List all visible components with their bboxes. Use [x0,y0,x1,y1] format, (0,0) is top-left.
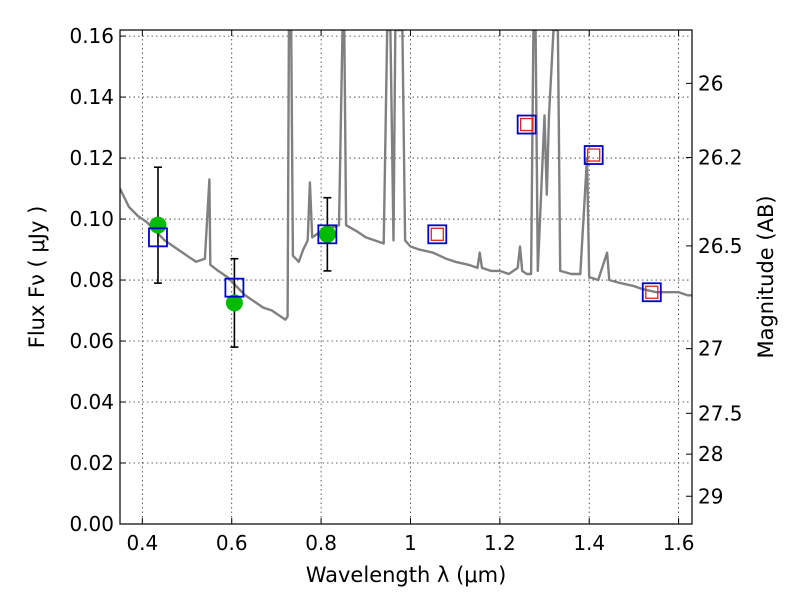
x-axis-label: Wavelength λ (μm) [306,563,507,587]
tick-layer: 0.4 0.6 0.8 1 1.2 1.4 1.6 0.00 0.02 0.04 0.06 0.08 0… [69,24,742,555]
y-tick-label-2: 0.04 [69,390,114,414]
plot-frame [119,29,693,525]
y-tick-label-1: 0.02 [69,451,114,475]
y-tick-label-0: 0.00 [69,512,114,536]
x-tick-label-0: 0.4 [126,531,158,555]
right-tick-label-0: 26 [698,71,723,95]
x-tick-label-5: 1.4 [573,531,605,555]
x-tick-label-2: 0.8 [305,531,337,555]
detection-point-1 [225,294,243,312]
model-square-2 [317,224,338,245]
detection-point-0 [149,216,167,234]
y-tick-label-3: 0.06 [69,329,114,353]
x-tick-label-4: 1.2 [484,531,516,555]
right-tick-label-4: 27.5 [698,401,743,425]
y-axis-label: Flux Fν ( μJy ) [25,206,49,349]
y-tick-label-4: 0.08 [69,268,114,292]
model-square-5 [583,145,604,165]
grid-lines [120,30,692,524]
model-square-0 [148,227,168,248]
model-square-4 [516,114,537,135]
predicted-square-1 [520,117,534,132]
predicted-square-0 [430,227,444,241]
model-square-6 [641,282,662,303]
predicted-square-2 [587,148,601,162]
series-layer [120,30,692,321]
predicted-square-3 [645,285,659,299]
right-tick-label-5: 28 [698,442,723,466]
y-tick-label-6: 0.12 [69,146,114,170]
model-square-1 [224,277,245,298]
right-tick-label-2: 26.5 [698,234,743,258]
model-square-3 [427,224,448,245]
x-tick-label-1: 0.6 [216,531,248,555]
right-tick-label-3: 27 [698,337,723,361]
y-axis-right-label: Magnitude (AB) [754,195,778,358]
y-tick-label-8: 0.16 [69,24,114,48]
marker-layer [148,114,662,348]
x-tick-label-6: 1.6 [663,531,695,555]
right-tick-label-6: 29 [698,484,723,508]
y-tick-label-5: 0.10 [69,207,114,231]
y-tick-label-7: 0.14 [69,85,114,109]
sed-model-line [120,30,692,321]
x-tick-label-3: 1 [404,531,417,555]
detection-point-2 [318,225,336,243]
right-tick-label-1: 26.2 [698,145,743,169]
